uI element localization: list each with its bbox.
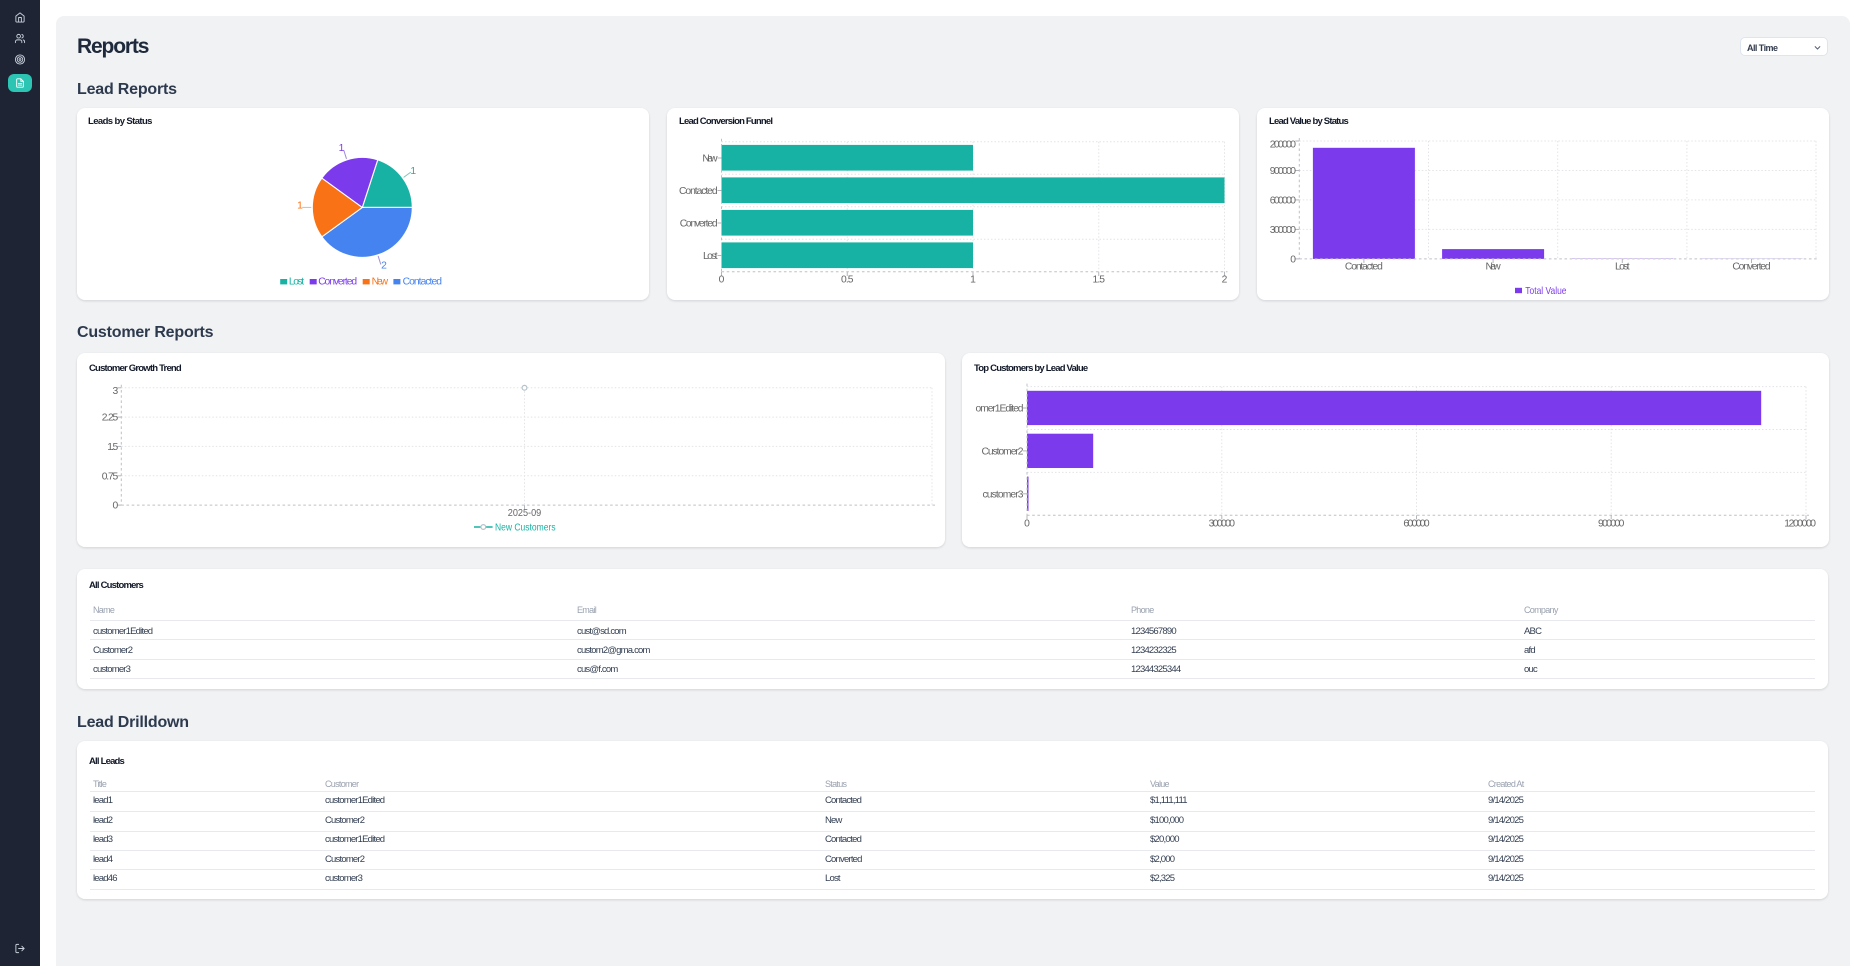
svg-text:Contacted: Contacted <box>403 277 443 288</box>
svg-text:Lost: Lost <box>1615 261 1630 272</box>
svg-text:0.5: 0.5 <box>841 274 854 285</box>
svg-text:1: 1 <box>410 166 416 177</box>
svg-text:2.25: 2.25 <box>102 413 119 424</box>
svg-text:Customer2: Customer2 <box>982 447 1024 458</box>
svg-text:Converted: Converted <box>318 277 357 288</box>
svg-text:600000: 600000 <box>1403 519 1430 530</box>
svg-text:Lost: Lost <box>703 251 718 262</box>
svg-text:1.5: 1.5 <box>1093 274 1106 285</box>
svg-text:200000: 200000 <box>1270 140 1297 151</box>
svg-text:1200000: 1200000 <box>1784 519 1816 530</box>
svg-text:900000: 900000 <box>1598 519 1625 530</box>
svg-text:0: 0 <box>112 501 118 512</box>
svg-text:omer1Edited: omer1Edited <box>976 404 1024 415</box>
svg-text:2025-09: 2025-09 <box>508 508 542 519</box>
svg-text:1: 1 <box>970 274 976 285</box>
svg-text:Converted: Converted <box>1732 261 1770 272</box>
svg-text:0.75: 0.75 <box>102 471 119 482</box>
svg-text:customer3: customer3 <box>983 490 1024 501</box>
svg-text:2: 2 <box>381 261 387 272</box>
svg-text:1: 1 <box>297 200 303 211</box>
svg-text:2: 2 <box>1222 274 1228 285</box>
svg-text:New: New <box>372 277 389 288</box>
svg-text:Contacted: Contacted <box>679 186 718 197</box>
svg-text:Converted: Converted <box>680 219 718 230</box>
svg-text:1.5: 1.5 <box>107 442 118 453</box>
svg-text:300000: 300000 <box>1270 225 1297 236</box>
svg-text:New Customers: New Customers <box>495 523 556 534</box>
svg-text:0: 0 <box>1290 255 1296 266</box>
svg-text:New: New <box>702 154 718 165</box>
svg-text:1: 1 <box>339 143 345 154</box>
svg-text:Contacted: Contacted <box>1345 261 1383 272</box>
svg-text:3: 3 <box>112 386 118 397</box>
svg-text:0: 0 <box>1024 519 1030 530</box>
svg-text:Lost: Lost <box>289 277 304 288</box>
svg-text:0: 0 <box>719 274 725 285</box>
svg-text:New: New <box>1486 261 1502 272</box>
svg-text:600000: 600000 <box>1270 196 1297 207</box>
svg-text:300000: 300000 <box>1209 519 1236 530</box>
svg-text:900000: 900000 <box>1270 166 1297 177</box>
svg-text:Total Value: Total Value <box>1525 286 1566 297</box>
